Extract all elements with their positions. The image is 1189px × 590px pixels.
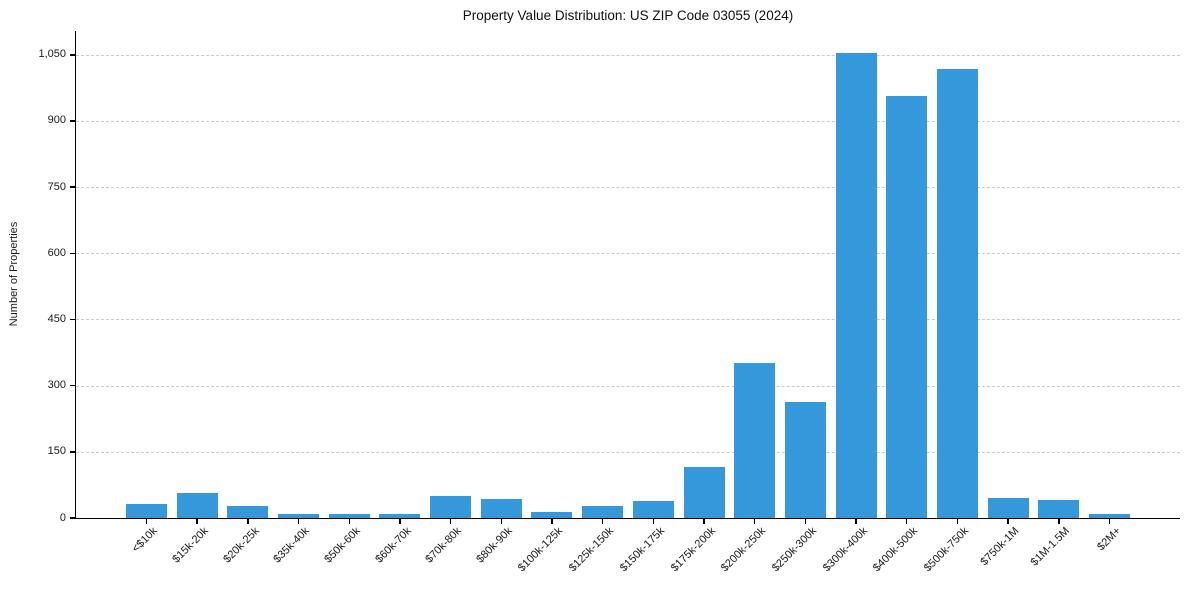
bar-$125k-150k (582, 505, 624, 518)
bar-$300k-400k (835, 53, 877, 518)
y-tick-label: 900 (47, 114, 66, 127)
x-tick-label: $50k-60k (322, 525, 363, 566)
bar-$60k-70k (379, 514, 421, 518)
x-tick-label: $750k-1M (978, 525, 1022, 569)
x-tick-mark (247, 519, 249, 524)
bar-$15k-20k (176, 492, 218, 518)
x-tick-mark (500, 519, 502, 524)
x-tick-mark (1058, 519, 1060, 524)
bar-$500k-750k (936, 68, 978, 518)
bar-$750k-1M (987, 498, 1029, 518)
y-tick-label: 600 (47, 246, 66, 259)
x-tick-label: $175k-200k (668, 525, 718, 575)
bar-$50k-60k (328, 514, 370, 518)
x-tick-label: $100k-125k (516, 525, 566, 575)
x-tick-label: $70k-80k (423, 525, 465, 566)
gridline (76, 319, 1180, 321)
x-tick-label: $35k-40k (271, 525, 313, 566)
x-tick-mark (1007, 519, 1009, 524)
bar-$200k-250k (734, 363, 776, 518)
y-tick-mark (70, 120, 75, 122)
y-tick-mark (70, 186, 75, 188)
x-tick-label: $60k-70k (372, 525, 414, 566)
y-tick-mark (70, 318, 75, 321)
x-tick-label: $250k-300k (769, 525, 819, 575)
y-tick-mark (70, 54, 75, 56)
y-tick-label: 150 (47, 445, 66, 458)
gridline (76, 187, 1180, 189)
y-tick-mark (70, 451, 75, 453)
y-tick-mark (70, 252, 75, 255)
x-tick-mark (297, 519, 300, 524)
y-tick-label: 0 (59, 511, 66, 524)
y-axis-label: Number of Properties (8, 221, 20, 327)
x-tick-mark (551, 519, 553, 524)
x-tick-label: $500k-750k (921, 525, 971, 575)
x-tick-label: $125k-150k (566, 525, 617, 575)
gridline (76, 385, 1180, 387)
x-tick-mark (703, 519, 705, 524)
chart-title: Property Value Distribution: US ZIP Code… (462, 8, 794, 23)
x-tick-mark (855, 519, 857, 524)
bar-$175k-200k (683, 466, 725, 518)
bar-$150k-175k (632, 501, 674, 518)
bar-$2M+ (1089, 514, 1131, 518)
x-tick-mark (601, 519, 604, 524)
x-tick-mark (449, 519, 452, 524)
x-tick-label: $15k-20k (170, 525, 211, 566)
bar-<$10k (125, 503, 167, 518)
x-tick-label: $400k-500k (871, 525, 921, 575)
bar-$80k-90k (480, 499, 522, 518)
bar-$20k-25k (227, 505, 269, 518)
gridline (76, 120, 1180, 122)
x-tick-mark (652, 519, 655, 524)
x-tick-label: <$10k (130, 525, 160, 555)
x-tick-label: $300k-400k (820, 525, 870, 575)
x-tick-mark (754, 519, 756, 524)
y-tick-label: 450 (47, 312, 66, 325)
x-axis-spine (75, 517, 1180, 519)
bar-$1M-1.5M (1038, 500, 1080, 518)
x-tick-mark (145, 519, 148, 524)
x-tick-mark (956, 519, 959, 524)
y-tick-label: 750 (47, 180, 66, 193)
bar-$35k-40k (278, 513, 320, 518)
x-tick-mark (399, 519, 401, 524)
x-tick-label: $80k-90k (474, 525, 515, 566)
x-tick-label: $20k-25k (220, 525, 262, 566)
bar-$100k-125k (531, 512, 573, 518)
y-tick-mark (70, 517, 75, 519)
y-axis-spine (75, 31, 77, 519)
gridline (76, 54, 1180, 56)
x-tick-mark (906, 519, 908, 524)
x-tick-mark (1108, 519, 1111, 524)
x-tick-label: $1M-1.5M (1028, 525, 1073, 569)
y-tick-label: 1,050 (38, 48, 66, 61)
bar-$70k-80k (430, 495, 472, 518)
x-tick-mark (348, 519, 350, 524)
y-tick-mark (70, 384, 75, 387)
bar-$400k-500k (886, 95, 928, 518)
x-tick-mark (804, 519, 807, 524)
bar-$250k-300k (784, 401, 826, 518)
x-tick-mark (196, 519, 198, 524)
x-tick-label: $200k-250k (719, 525, 769, 575)
y-tick-label: 300 (47, 379, 66, 392)
x-tick-label: $150k-175k (617, 525, 667, 575)
gridline (76, 451, 1180, 453)
x-tick-label: $2M+ (1094, 525, 1124, 554)
gridline (76, 253, 1180, 255)
